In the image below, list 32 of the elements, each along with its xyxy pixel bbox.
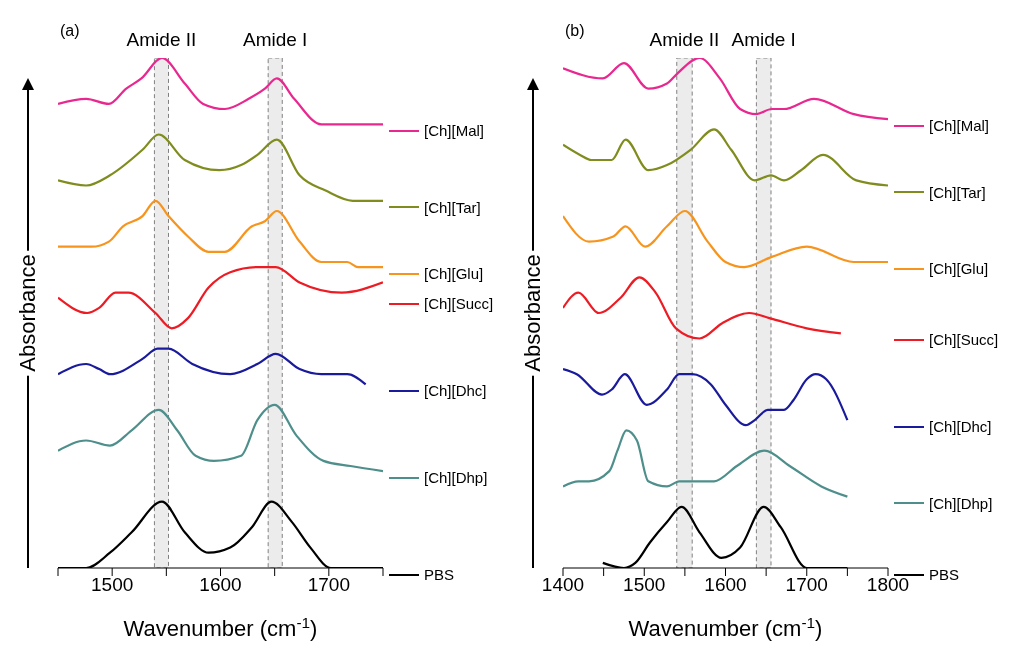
legend-label: PBS (929, 566, 960, 583)
text: (b) (565, 22, 585, 40)
legend-label: [Ch][Mal] (424, 122, 485, 140)
band-label: Amide II (126, 29, 197, 50)
y-axis-title: Absorbance (15, 250, 41, 376)
y-axis-title: Absorbance (520, 250, 546, 376)
legend-label: [Ch][Succ] (424, 295, 494, 313)
legend-label: [Ch][Glu] (424, 265, 484, 283)
x-tick-label: 1500 (623, 574, 666, 596)
band-label: Amide I (243, 29, 308, 50)
x-axis-title: Wavenumber (cm$^{-1}$) (123, 613, 318, 641)
legend-label: [Ch][Succ] (929, 331, 999, 349)
legend-label: [Ch][Dhc] (929, 418, 992, 436)
legend-label: [Ch][Tar] (424, 198, 481, 216)
x-tick-label: 1600 (704, 574, 747, 596)
x-tick-label: 1700 (785, 574, 828, 596)
x-tick-label: 1500 (91, 574, 134, 596)
legend-label: [Ch][Glu] (929, 260, 989, 277)
x-tick-label: 1400 (541, 574, 585, 596)
band-label: Amide I (731, 29, 796, 50)
text: (a) (60, 22, 80, 40)
x-tick-label: 1800 (866, 574, 910, 596)
legend-label: [Ch][Dhp] (929, 494, 993, 512)
x-tick-label: 1700 (307, 574, 350, 596)
x-tick-label: 1600 (199, 574, 242, 596)
x-axis-title: Wavenumber (cm$^{-1}$) (628, 613, 823, 641)
legend-label: [Ch][Dhc] (424, 382, 487, 400)
band-label: Amide II (649, 29, 720, 50)
legend-label: [Ch][Dhp] (424, 469, 488, 487)
legend-label: PBS (424, 566, 455, 583)
legend-label: [Ch][Tar] (929, 183, 986, 201)
legend-label: [Ch][Mal] (929, 117, 990, 135)
